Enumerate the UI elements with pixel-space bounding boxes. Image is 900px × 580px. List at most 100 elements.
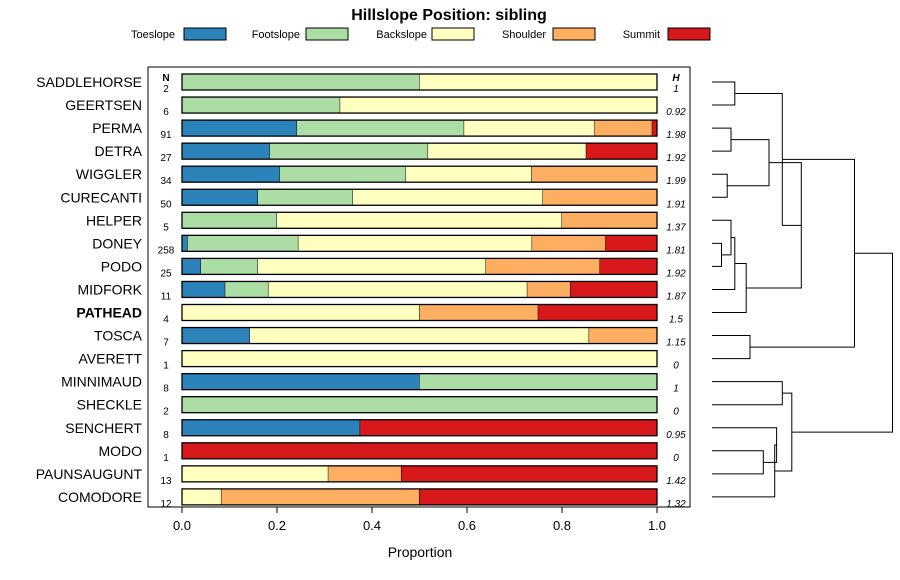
dendrogram-branch: [712, 450, 764, 475]
dendrogram-branch: [712, 381, 783, 406]
h-value: 0.92: [666, 107, 686, 118]
row-label: SENCHERT: [65, 420, 142, 436]
bar-segment-toeslope: [182, 166, 280, 183]
bar-outline: [181, 234, 658, 253]
bar-segment-shoulder: [221, 488, 420, 505]
dendrogram-branch: [712, 427, 778, 463]
bar-outline: [181, 73, 658, 91]
x-tick-label: 1.0: [648, 518, 666, 533]
h-value: 1.42: [666, 476, 686, 487]
bar-segment-toeslope: [182, 327, 250, 344]
h-value: 0: [673, 361, 679, 372]
legend-label-summit: Summit: [623, 29, 660, 41]
row-label: DETRA: [95, 143, 143, 159]
dendrogram-branch: [712, 127, 732, 152]
bar-segment-backslope: [428, 143, 587, 160]
row-label: MODO: [98, 443, 142, 459]
row-label: PERMA: [92, 120, 142, 136]
x-tick-label: 0.2: [268, 518, 286, 533]
n-value: 12: [160, 499, 172, 510]
n-header: N: [162, 73, 169, 84]
bar-segment-summit: [600, 258, 657, 275]
bar-segment-footslope: [182, 74, 420, 90]
n-value: 5: [163, 222, 169, 233]
row-label: MIDFORK: [77, 281, 142, 297]
row-label: DONEY: [92, 235, 142, 251]
bar-outline: [181, 280, 658, 299]
bar-outline: [181, 396, 658, 414]
legend: Toeslope Footslope Backslope Shoulder Summit: [131, 27, 711, 41]
bar-outline: [181, 142, 658, 160]
row-label: PATHEAD: [76, 305, 142, 321]
h-value: 1.5: [669, 315, 683, 326]
n-value: 27: [160, 153, 172, 164]
n-value: 2: [163, 84, 169, 95]
dendrogram-branch: [712, 335, 751, 360]
row-label: COMODORE: [58, 489, 142, 505]
legend-label-footslope: Footslope: [252, 29, 300, 41]
x-axis-label: Proportion: [388, 544, 453, 560]
row-label: GEERTSEN: [65, 97, 142, 113]
h-value: 1.32: [666, 499, 686, 510]
bar-outline: [181, 188, 658, 206]
h-value: 1.92: [666, 268, 686, 279]
n-value: 7: [163, 338, 169, 349]
h-value: 1: [673, 384, 679, 395]
bar-segment-backslope: [340, 97, 657, 114]
bar-outline: [181, 372, 658, 391]
n-value: 4: [163, 315, 169, 326]
dendrogram-branch: [750, 158, 855, 348]
h-value: 1.92: [666, 153, 686, 164]
h-value: 0.95: [666, 430, 686, 441]
bar-outline: [181, 442, 658, 460]
chart-title: Hillslope Position: sibling: [351, 7, 547, 24]
legend-swatch-footslope: [305, 27, 349, 41]
bar-segment-summit: [538, 304, 657, 321]
bar-segment-shoulder: [543, 189, 657, 206]
bar-segment-footslope: [182, 212, 277, 229]
bar-segment-summit: [586, 143, 657, 160]
plot-frame: [147, 66, 691, 508]
bar-segment-summit: [182, 442, 657, 459]
dendrogram-branch: [727, 139, 770, 187]
bar-segment-footslope: [258, 189, 353, 206]
bar-segment-backslope: [249, 327, 590, 344]
bar-segment-summit: [360, 419, 657, 436]
n-value: 50: [160, 199, 172, 210]
dendrogram-branch: [791, 252, 893, 433]
bar-segment-footslope: [279, 166, 406, 183]
bar-segment-shoulder: [486, 258, 600, 275]
bar-segment-shoulder: [532, 235, 606, 252]
n-value: 34: [160, 176, 172, 187]
bar-segment-backslope: [464, 120, 595, 137]
bar-outline: [181, 119, 658, 137]
bar-segment-shoulder: [531, 166, 657, 183]
x-tick-label: 0.0: [173, 518, 191, 533]
bar-segment-backslope: [353, 189, 543, 206]
row-label: SHECKLE: [77, 397, 142, 413]
bar-segment-shoulder: [527, 281, 571, 298]
h-value: 0: [673, 453, 679, 464]
bar-segment-toeslope: [182, 281, 226, 298]
bar-outline: [181, 326, 658, 345]
h-value: 1.81: [666, 245, 685, 256]
legend-label-backslope: Backslope: [376, 29, 427, 41]
h-value: 0: [673, 407, 679, 418]
n-value: 11: [161, 291, 172, 302]
h-value: 1.99: [666, 176, 686, 187]
h-value: 1.87: [666, 291, 686, 302]
x-tick-label: 0.8: [553, 518, 571, 533]
bar-segment-footslope: [201, 258, 258, 275]
x-axis: 0.0 0.2 0.4 0.6 0.8 1.0: [173, 507, 666, 533]
dendrogram-branch: [712, 81, 736, 106]
bar-segment-summit: [570, 281, 657, 298]
bar-segment-shoulder: [419, 304, 539, 321]
row-label: CURECANTI: [60, 189, 142, 205]
row-label: AVERETT: [78, 351, 142, 367]
legend-swatch-shoulder: [552, 27, 596, 41]
bar-segment-summit: [605, 235, 657, 252]
bar-segment-backslope: [182, 465, 329, 482]
bar-outline: [181, 165, 658, 183]
bar-segment-shoulder: [589, 327, 657, 344]
